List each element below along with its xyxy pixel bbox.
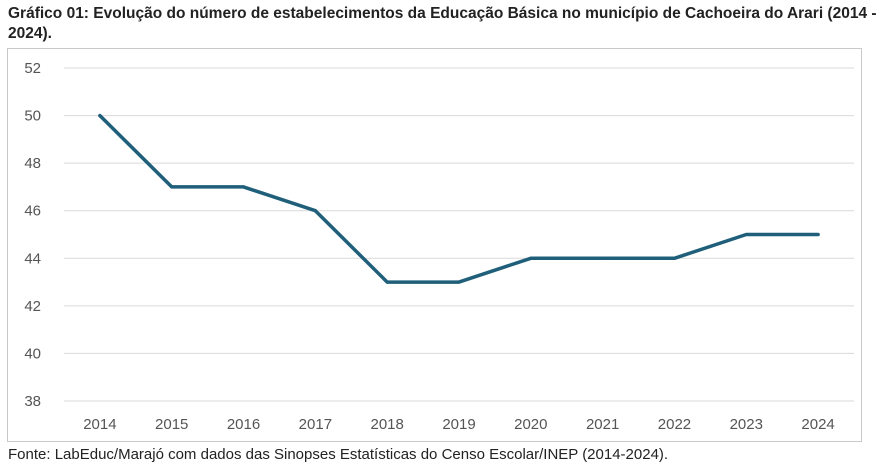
x-tick-label: 2014 (83, 416, 116, 433)
data-point (385, 280, 389, 284)
x-tick-label: 2017 (299, 416, 332, 433)
x-tick-label: 2019 (442, 416, 475, 433)
data-point (744, 233, 748, 236)
x-tick-label: 2015 (155, 416, 188, 433)
x-tick-label: 2016 (227, 416, 260, 433)
x-tick-label: 2018 (370, 416, 403, 433)
data-point (672, 256, 676, 260)
y-tick-label: 44 (24, 250, 41, 267)
data-point (98, 114, 102, 118)
data-point (170, 185, 174, 189)
y-tick-label: 46 (24, 203, 41, 220)
x-tick-label: 2021 (586, 416, 619, 433)
data-point (457, 280, 461, 284)
chart-title: Gráfico 01: Evolução do número de estabe… (8, 5, 877, 42)
chart-frame: 38 40 42 44 46 48 50 52 2014 2015 2016 2017 2018 201… (7, 48, 862, 442)
y-tick-label: 52 (24, 60, 41, 77)
data-point (529, 256, 533, 260)
y-tick-label: 38 (24, 393, 41, 410)
data-point (601, 256, 605, 260)
x-axis-ticks: 2014 2015 2016 2017 2018 2019 2020 2021 2022 2023… (83, 416, 835, 433)
series-layer (98, 113, 820, 284)
x-tick-label: 2024 (801, 416, 834, 433)
y-tick-label: 40 (24, 345, 41, 362)
y-tick-label: 48 (24, 155, 41, 172)
series-line (98, 113, 820, 284)
y-tick-label: 42 (24, 298, 41, 315)
data-point (816, 233, 820, 236)
data-point (242, 185, 246, 189)
gridlines (64, 67, 854, 402)
source-note: Fonte: LabEduc/Marajó com dados das Sino… (8, 446, 669, 463)
x-tick-label: 2023 (730, 416, 763, 433)
y-axis-ticks: 38 40 42 44 46 48 50 52 (24, 60, 41, 410)
x-tick-label: 2020 (514, 416, 547, 433)
data-point (313, 209, 317, 213)
y-tick-label: 50 (24, 108, 41, 125)
x-tick-label: 2022 (658, 416, 691, 433)
